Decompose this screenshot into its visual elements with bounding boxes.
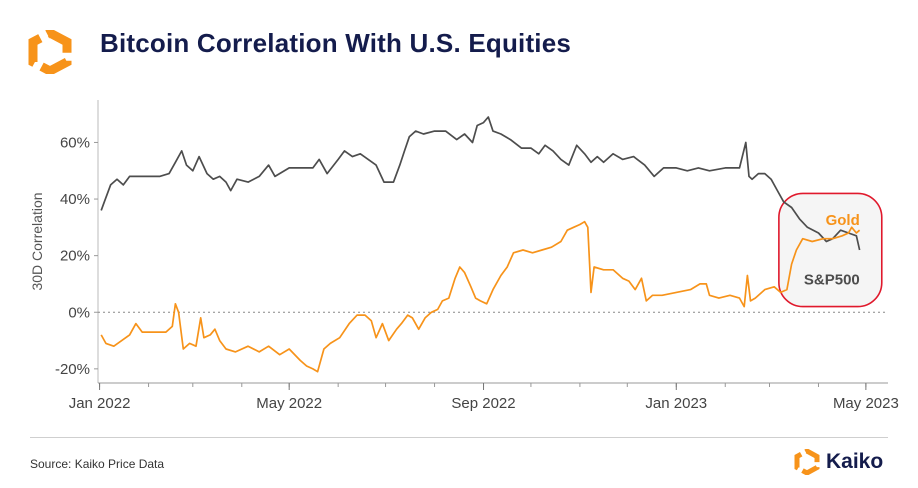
highlight-box [778,192,883,308]
x-tick-label: Sep 2022 [451,395,515,412]
x-tick-label: Jan 2023 [645,395,707,412]
gold-label: Gold [826,212,860,229]
y-tick-label: -20% [55,361,90,378]
y-tick-label: 0% [68,304,90,321]
x-tick-label: May 2023 [833,395,899,412]
y-axis-title: 30D Correlation [29,192,45,290]
source-note: Source: Kaiko Price Data [30,457,165,471]
footer-divider [30,437,888,438]
correlation-chart: -20% 0% 20% 40% 60% Jan 2022 May 2022 Sep 2022 J… [29,100,899,412]
page-title: Bitcoin Correlation With U.S. Equities [100,28,572,58]
x-tick-label: May 2022 [256,395,322,412]
sp500-label: S&P500 [804,271,860,288]
kaiko-mark-icon [794,449,820,475]
x-tick-label: Jan 2022 [69,395,131,412]
y-tick-label: 20% [60,248,90,265]
brand-name: Kaiko [826,450,884,473]
gold-series-line [100,220,861,373]
sp500-series-line [100,116,861,251]
y-tick-label: 60% [60,134,90,151]
kaiko-brand: Kaiko [794,449,883,475]
kaiko-logo-icon [28,30,72,74]
y-tick-label: 40% [60,191,90,208]
